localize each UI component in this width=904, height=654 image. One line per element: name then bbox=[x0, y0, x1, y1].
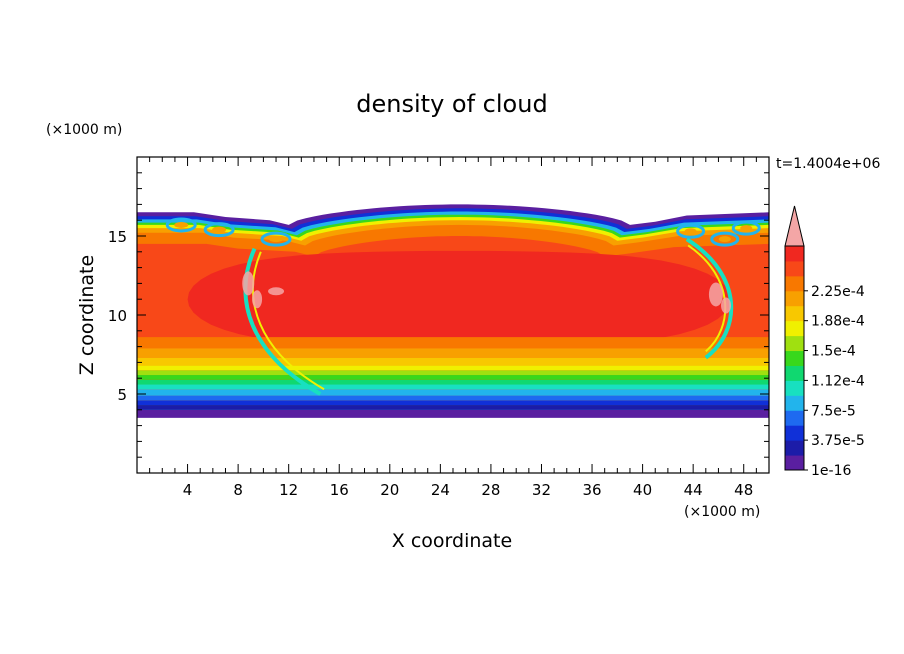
right-front-streak bbox=[685, 237, 734, 360]
x-tick-label: 12 bbox=[279, 481, 298, 499]
colorbar-segment bbox=[785, 455, 804, 471]
lower-band bbox=[137, 389, 769, 396]
colorbar-segment bbox=[785, 246, 804, 262]
colorbar-segment bbox=[785, 350, 804, 366]
colorbar-label: 3.75e-5 bbox=[811, 433, 865, 449]
lower-band bbox=[137, 365, 769, 371]
lower-band bbox=[137, 337, 769, 349]
vortex-curl bbox=[203, 222, 235, 238]
vortex-curl bbox=[676, 223, 706, 239]
colorbar-label: 1.5e-4 bbox=[811, 344, 856, 360]
vortex-center bbox=[718, 236, 731, 243]
vortex-curl bbox=[165, 217, 197, 233]
x-tick-label: 28 bbox=[481, 481, 500, 499]
colorbar-label: 2.25e-4 bbox=[811, 284, 865, 300]
y-tick-labels: 5 10 15 bbox=[108, 228, 127, 404]
left-front-streak-inner bbox=[252, 251, 325, 391]
lower-bands bbox=[137, 337, 769, 418]
left-front-streak bbox=[243, 247, 322, 396]
y-axis-label: Z coordinate bbox=[76, 255, 98, 375]
vortex-center bbox=[174, 221, 189, 228]
y-tick-label: 5 bbox=[117, 386, 127, 404]
colorbar-segment bbox=[785, 260, 804, 277]
cloud-features bbox=[165, 217, 761, 396]
colorbar-segment bbox=[785, 320, 804, 337]
time-label: t=1.4004e+06 bbox=[776, 156, 880, 172]
colorbar-labels: 1e-16 3.75e-5 7.5e-5 1.12e-4 1.5e-4 1.88e-4 2.… bbox=[804, 284, 865, 479]
vortex-center bbox=[269, 236, 284, 243]
colorbar-segment bbox=[785, 290, 804, 307]
lower-band bbox=[137, 379, 769, 385]
x-unit-label: (×1000 m) bbox=[684, 504, 760, 520]
colorbar-segment bbox=[785, 380, 804, 396]
vortex-curl bbox=[260, 231, 292, 247]
colorbar-label: 1.88e-4 bbox=[811, 314, 865, 330]
colorbar-segment bbox=[785, 395, 804, 411]
y-unit-label: (×1000 m) bbox=[46, 122, 122, 138]
overflow-patch bbox=[268, 287, 285, 296]
colorbar-overflow-arrow bbox=[784, 205, 805, 247]
x-axis-label: X coordinate bbox=[392, 530, 512, 552]
lower-band bbox=[137, 370, 769, 376]
lower-band bbox=[137, 375, 769, 380]
y-ticks bbox=[137, 172, 769, 458]
colorbar-segment bbox=[785, 425, 804, 441]
x-tick-label: 20 bbox=[380, 481, 399, 499]
colorbar-segment bbox=[785, 410, 804, 426]
x-tick-label: 24 bbox=[431, 481, 450, 499]
colorbar-segment bbox=[785, 305, 804, 322]
vortex-center bbox=[212, 226, 227, 233]
cloud-core bbox=[187, 250, 732, 348]
density-field bbox=[137, 204, 769, 418]
overflow-patch bbox=[242, 271, 255, 296]
colorbar-segment bbox=[785, 365, 804, 381]
x-tick-label: 4 bbox=[183, 481, 193, 499]
colorbar-label: 1e-16 bbox=[811, 463, 851, 479]
vortex-center bbox=[740, 225, 753, 232]
overflow-patch bbox=[252, 290, 263, 309]
colorbar-segment bbox=[785, 440, 804, 456]
colorbar-segment bbox=[785, 335, 804, 352]
vortex-center bbox=[684, 228, 697, 235]
colorbar bbox=[784, 205, 805, 471]
x-tick-label: 8 bbox=[233, 481, 243, 499]
y-tick-label: 15 bbox=[108, 228, 127, 246]
lower-band bbox=[137, 384, 769, 390]
x-tick-label: 44 bbox=[684, 481, 703, 499]
chart-title: density of cloud bbox=[356, 90, 547, 118]
y-tick-label: 10 bbox=[108, 307, 127, 325]
lower-band bbox=[137, 400, 769, 406]
x-tick-label: 40 bbox=[633, 481, 652, 499]
x-tick-label: 16 bbox=[330, 481, 349, 499]
x-tick-label: 36 bbox=[582, 481, 601, 499]
lower-band bbox=[137, 357, 769, 366]
overflow-patch bbox=[721, 297, 732, 314]
colorbar-label: 1.12e-4 bbox=[811, 373, 865, 389]
lower-band bbox=[137, 405, 769, 410]
x-tick-label: 48 bbox=[734, 481, 753, 499]
x-tick-label: 32 bbox=[532, 481, 551, 499]
vortex-curl bbox=[731, 220, 761, 236]
x-tick-labels: 4 8 12 16 20 24 28 32 36 40 44 48 bbox=[183, 481, 753, 499]
vortex-curl bbox=[710, 231, 740, 247]
colorbar-label: 7.5e-5 bbox=[811, 403, 856, 419]
x-ticks bbox=[149, 157, 757, 473]
lower-band bbox=[137, 395, 769, 401]
colorbar-segment bbox=[785, 275, 804, 292]
lower-band bbox=[137, 409, 769, 418]
lower-band bbox=[137, 348, 769, 358]
overflow-patch bbox=[708, 282, 723, 307]
